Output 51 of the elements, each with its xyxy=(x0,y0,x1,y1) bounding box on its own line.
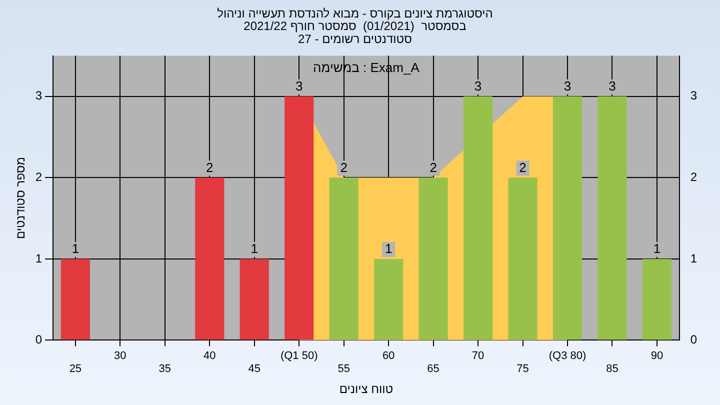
x-tick-label: 90 xyxy=(650,350,664,362)
data-label: 3 xyxy=(564,78,572,94)
x-tick-label: 85 xyxy=(606,363,618,376)
data-label: 2 xyxy=(430,160,437,175)
data-label: 1 xyxy=(384,241,392,256)
y-tick-label: 0 xyxy=(35,332,42,347)
bar xyxy=(598,96,627,340)
bar xyxy=(463,96,493,340)
y2-tick-label: 0 xyxy=(690,332,698,347)
data-label: 2 xyxy=(206,160,214,175)
bar xyxy=(195,178,224,340)
x-tick-label: 55 xyxy=(338,363,350,376)
y2-tick-label: 2 xyxy=(690,170,698,184)
bar xyxy=(60,258,90,340)
x-tick-label: 45 xyxy=(248,363,260,376)
x-tick-label: 65 xyxy=(427,363,440,376)
bar xyxy=(418,178,448,340)
y-axis-title: מספר סטודנטים xyxy=(14,156,28,240)
x-tick-label: 25 xyxy=(69,363,82,376)
data-label: 1 xyxy=(250,241,258,256)
y-tick-label: 3 xyxy=(35,88,42,103)
bar xyxy=(374,258,404,340)
data-label: 3 xyxy=(295,78,303,94)
y-tick-label: 1 xyxy=(35,251,42,266)
x-tick-label: 40 xyxy=(204,350,216,362)
bar xyxy=(284,96,314,340)
data-label: 3 xyxy=(474,78,482,94)
x-tick-label: 30 xyxy=(114,350,126,362)
data-label: 2 xyxy=(519,160,526,175)
x-tick-label: 60 xyxy=(382,350,395,362)
data-label: 3 xyxy=(608,78,616,94)
x-tick-label: 75 xyxy=(516,363,529,376)
bar xyxy=(240,258,269,340)
bar xyxy=(642,258,672,340)
text: סטודנטים רשומים - 27 xyxy=(298,32,412,46)
data-label: 1 xyxy=(72,241,80,256)
bar xyxy=(508,178,538,340)
y2-tick-label: 3 xyxy=(690,88,698,103)
text: בסמסטר (01/2021) סמסטר חורף 2021/22 xyxy=(244,19,466,34)
y2-tick-label: 1 xyxy=(690,251,698,266)
text: היסטוגרמת ציונים בקורס - מבוא להנדסת תעשייה וניהול xyxy=(217,6,493,21)
x-tick-label: (Q3 80) xyxy=(548,350,586,362)
bar xyxy=(329,178,358,340)
y-tick-label: 2 xyxy=(35,170,42,184)
data-label: 1 xyxy=(653,241,661,256)
x-tick-label: 35 xyxy=(158,363,172,376)
bar xyxy=(552,96,582,340)
x-axis-title: טווח ציונים xyxy=(339,382,394,396)
x-tick-label: (Q1 50) xyxy=(280,350,318,362)
data-label: 2 xyxy=(340,160,348,175)
x-tick-label: 70 xyxy=(472,350,484,362)
